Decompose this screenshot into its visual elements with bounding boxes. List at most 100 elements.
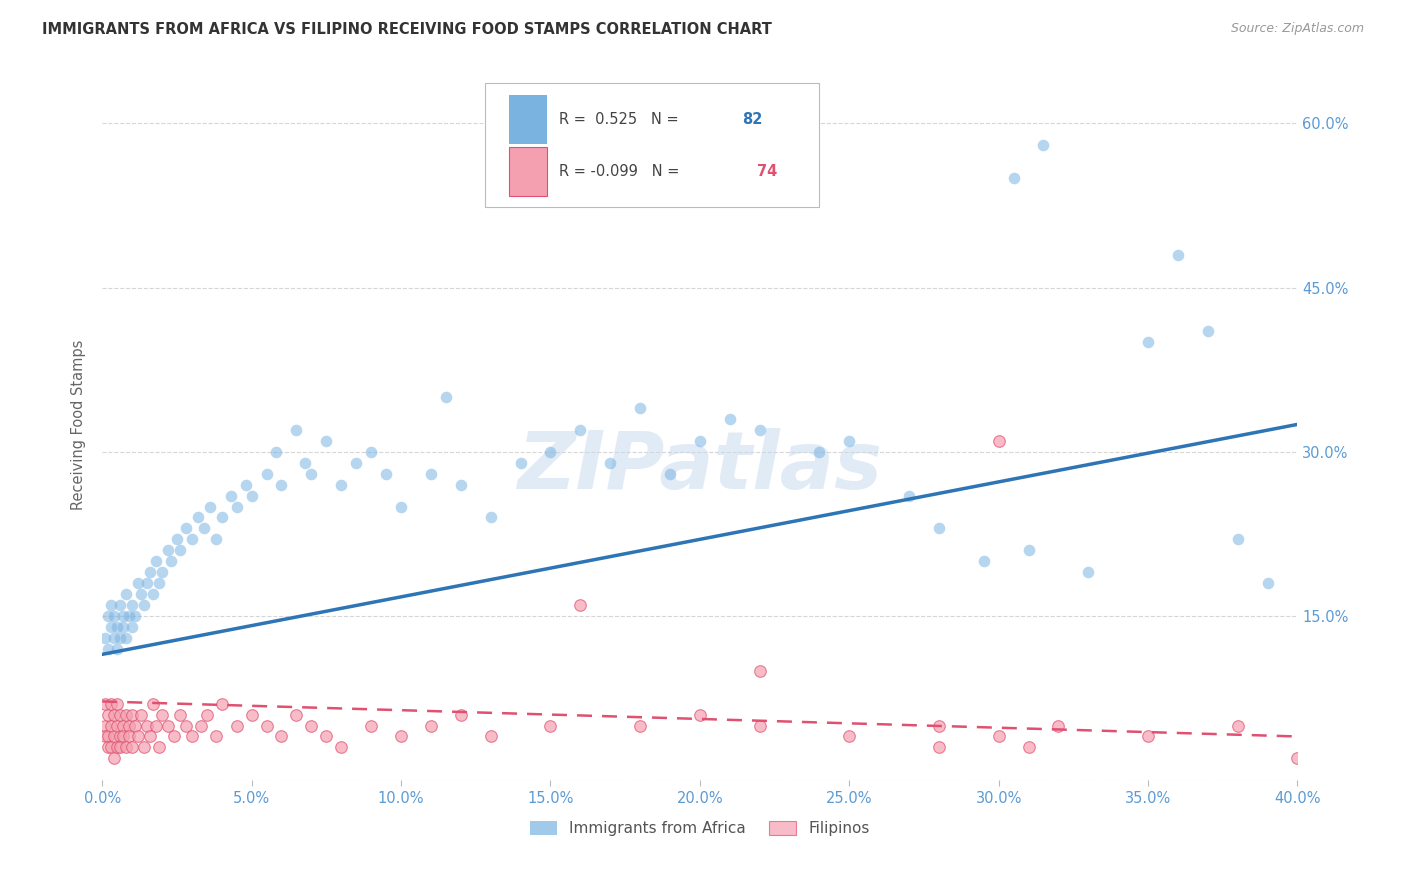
Point (124, 718, 146, 732)
Point (145, 718, 167, 732)
Point (97, 740, 120, 755)
Point (190, 718, 212, 732)
Point (838, 434, 860, 448)
Text: IMMIGRANTS FROM AFRICA VS FILIPINO RECEIVING FOOD STAMPS CORRELATION CHART: IMMIGRANTS FROM AFRICA VS FILIPINO RECEI… (42, 22, 772, 37)
Point (150, 707, 173, 722)
Point (142, 697, 165, 711)
Point (115, 707, 138, 722)
Point (103, 730, 125, 744)
Point (94, 730, 117, 744)
Point (689, 707, 711, 722)
Point (569, 423, 592, 437)
Point (195, 707, 218, 722)
Point (299, 467, 322, 481)
Point (103, 631, 125, 645)
Point (1226, 533, 1249, 547)
Point (103, 609, 125, 624)
Point (129, 587, 152, 601)
Legend: Immigrants from Africa, Filipinos: Immigrants from Africa, Filipinos (522, 813, 877, 844)
Point (105, 641, 128, 656)
Point (360, 718, 382, 732)
Point (142, 587, 165, 601)
Point (97, 730, 120, 744)
Point (658, 467, 681, 481)
Point (160, 554, 183, 568)
Point (808, 444, 831, 458)
Point (105, 718, 128, 732)
Point (748, 718, 770, 732)
Point (121, 740, 143, 755)
Point (225, 718, 247, 732)
Point (136, 576, 159, 591)
Point (127, 576, 149, 591)
Point (97, 707, 120, 722)
Point (105, 740, 128, 755)
Point (121, 707, 143, 722)
Point (169, 707, 191, 722)
Point (240, 707, 263, 722)
Point (270, 477, 292, 491)
Point (211, 510, 233, 524)
Point (434, 390, 457, 404)
Point (1032, 138, 1054, 153)
Point (748, 664, 770, 678)
Point (256, 718, 278, 732)
Point (569, 598, 592, 612)
Point (450, 707, 472, 722)
Point (103, 707, 125, 722)
Point (285, 707, 308, 722)
Point (294, 456, 316, 470)
Point (108, 730, 131, 744)
FancyBboxPatch shape (509, 147, 547, 196)
Point (928, 521, 950, 535)
Point (389, 500, 412, 514)
Point (108, 631, 131, 645)
Point (148, 740, 170, 755)
Point (389, 730, 412, 744)
Point (97, 641, 120, 656)
Point (105, 620, 128, 634)
Point (1286, 751, 1309, 765)
Point (112, 620, 135, 634)
Point (330, 477, 353, 491)
Point (112, 609, 135, 624)
Point (360, 444, 382, 458)
Point (375, 467, 398, 481)
Point (1018, 543, 1040, 558)
Point (132, 598, 155, 612)
Point (193, 521, 215, 535)
Point (1047, 718, 1070, 732)
Point (628, 401, 651, 415)
Point (112, 730, 135, 744)
Point (538, 444, 561, 458)
Point (94, 697, 117, 711)
Point (419, 718, 441, 732)
Text: 74: 74 (758, 164, 778, 179)
Point (136, 718, 159, 732)
Y-axis label: Receiving Food Stamps: Receiving Food Stamps (72, 339, 86, 509)
Point (108, 740, 131, 755)
Point (145, 554, 167, 568)
Point (689, 434, 711, 448)
Point (112, 718, 135, 732)
Point (166, 533, 188, 547)
Point (315, 434, 337, 448)
Point (1257, 576, 1279, 591)
Point (628, 718, 651, 732)
Point (599, 456, 621, 470)
Point (204, 730, 226, 744)
Point (100, 740, 122, 755)
Point (1197, 324, 1219, 338)
Point (150, 566, 173, 580)
Point (163, 730, 186, 744)
Point (987, 434, 1010, 448)
Point (180, 730, 202, 744)
Point (100, 620, 122, 634)
Point (198, 500, 221, 514)
Point (97, 609, 120, 624)
Point (973, 554, 995, 568)
Point (538, 718, 561, 732)
Point (132, 740, 155, 755)
Point (100, 718, 122, 732)
Point (115, 631, 138, 645)
